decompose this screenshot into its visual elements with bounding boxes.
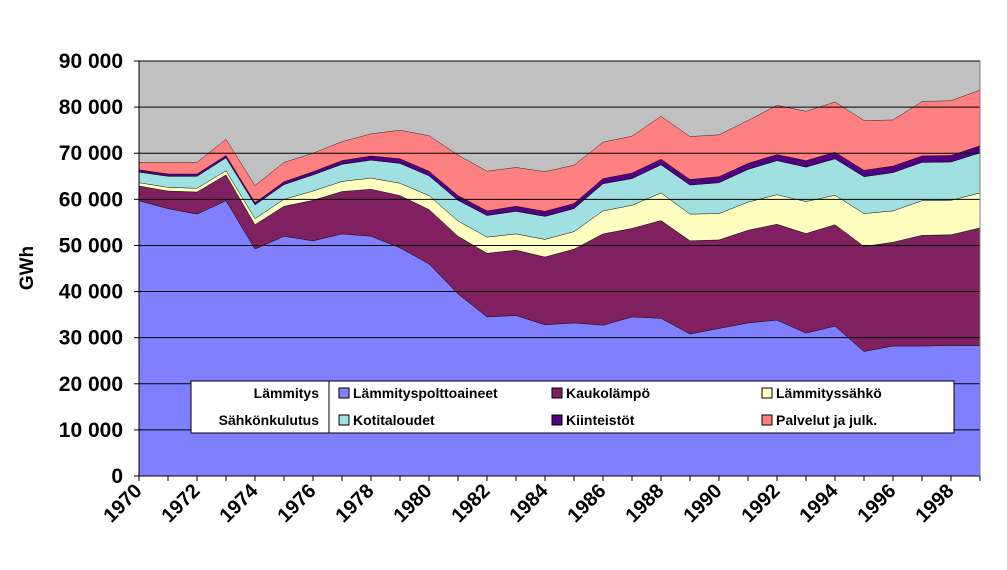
y-tick-label: 40 000 <box>59 281 123 304</box>
x-tick-label: 1976 <box>274 480 321 527</box>
y-tick-label: 0 <box>111 465 123 488</box>
x-tick-label: 1988 <box>622 480 669 527</box>
legend-swatch <box>338 414 350 426</box>
legend-label: Lämmityssähkö <box>776 385 882 401</box>
legend: Lämmitys Sähkönkulutus Lämmityspolttoainee… <box>190 380 955 434</box>
legend-label: Lämmityspolttoaineet <box>353 385 498 401</box>
legend-swatch <box>551 414 563 426</box>
x-tick-label: 1990 <box>680 480 727 527</box>
x-tick-label: 1970 <box>100 480 147 527</box>
y-tick-label: 30 000 <box>59 327 123 350</box>
legend-group-label: Lämmitys <box>254 385 320 401</box>
x-tick-label: 1980 <box>390 480 437 527</box>
x-tick-label: 1974 <box>216 479 264 527</box>
legend-label: Palvelut ja julk. <box>776 412 877 428</box>
legend-label: Kaukolämpö <box>566 385 650 401</box>
legend-label: Kotitaloudet <box>353 412 435 428</box>
y-tick-label: 80 000 <box>59 96 123 119</box>
x-tick-label: 1998 <box>912 480 959 527</box>
x-tick-label: 1996 <box>854 480 901 527</box>
x-tick-label: 1984 <box>506 479 554 527</box>
legend-swatch <box>338 387 350 399</box>
x-tick-label: 1972 <box>158 480 205 527</box>
y-tick-label: 70 000 <box>59 142 123 165</box>
axes <box>134 60 981 481</box>
legend-swatch <box>761 387 773 399</box>
x-tick-label: 1994 <box>796 479 844 527</box>
y-tick-label: 50 000 <box>59 234 123 257</box>
y-tick-labels: 0 10 000 20 000 30 000 40 000 50 000 60 000 70 … <box>59 50 123 488</box>
x-tick-label: 1992 <box>738 480 785 527</box>
legend-swatch <box>551 387 563 399</box>
y-tick-label: 60 000 <box>59 188 123 211</box>
legend-swatch <box>761 414 773 426</box>
y-tick-label: 90 000 <box>59 50 123 73</box>
y-tick-label: 10 000 <box>59 419 123 442</box>
x-tick-label: 1986 <box>564 480 611 527</box>
x-tick-labels: 1970 1972 1974 1976 1978 1980 1982 1984 1986 1988… <box>100 479 959 527</box>
legend-label: Kiinteistöt <box>566 412 635 428</box>
y-axis-label: GWh <box>17 246 38 290</box>
x-tick-label: 1978 <box>332 480 379 527</box>
legend-group-label: Sähkönkulutus <box>219 412 320 428</box>
x-tick-label: 1982 <box>448 480 495 527</box>
y-tick-label: 20 000 <box>59 373 123 396</box>
legend-box <box>190 380 955 434</box>
